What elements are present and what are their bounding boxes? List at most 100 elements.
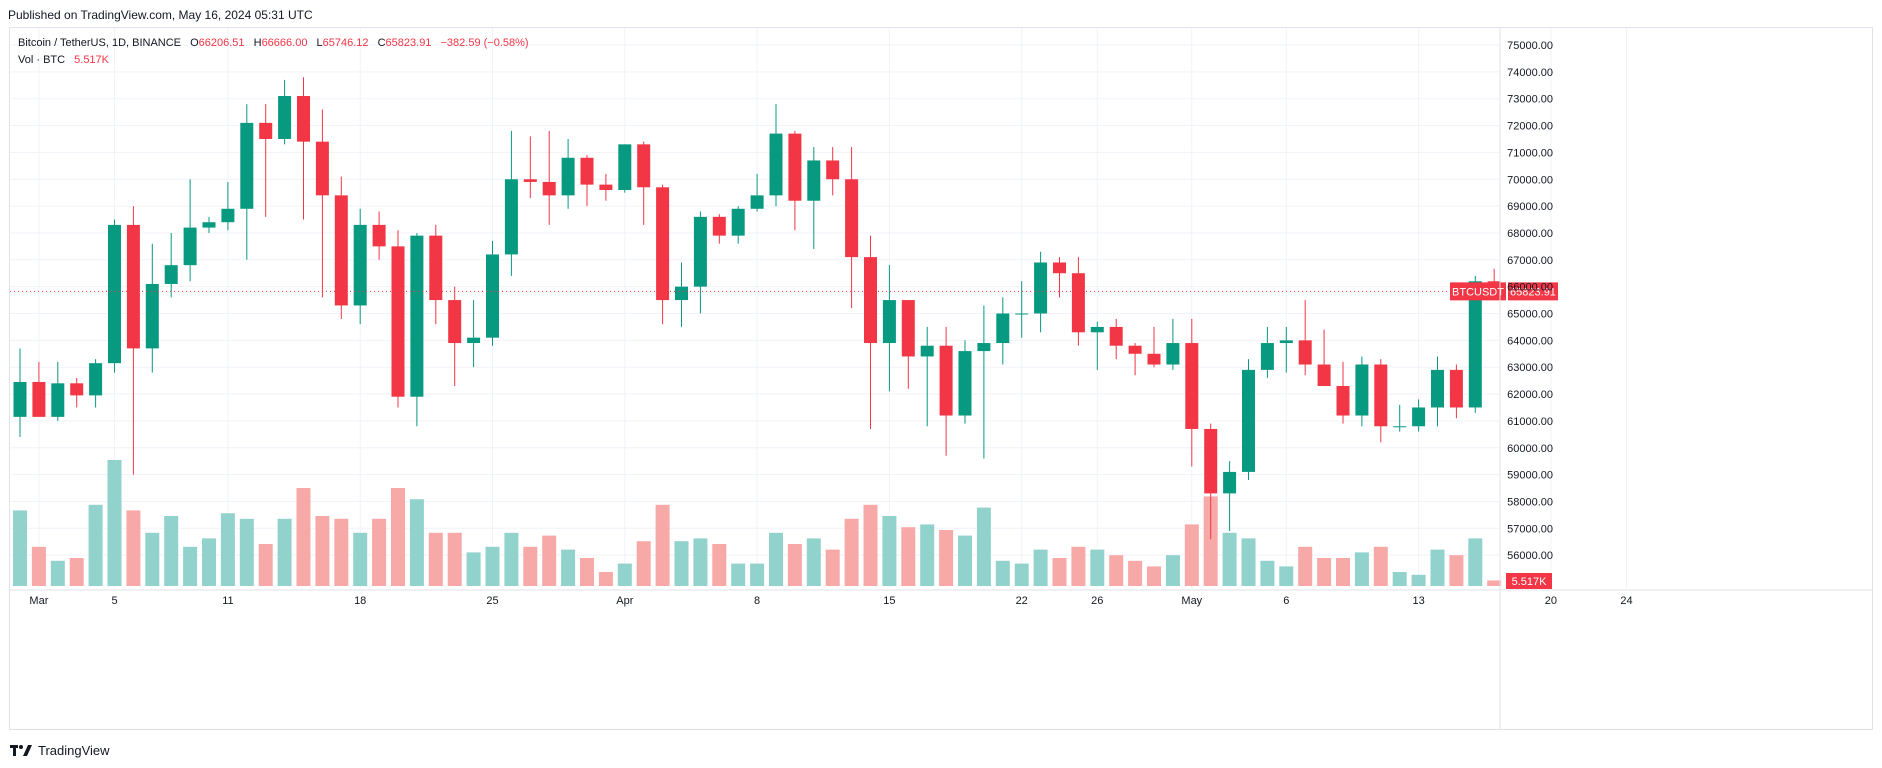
- candle-body: [1090, 326, 1104, 333]
- volume-bar: [1184, 524, 1199, 586]
- candle-body: [315, 141, 329, 196]
- volume-bar: [693, 538, 708, 586]
- candle-body: [1336, 385, 1350, 416]
- volume-bar: [1373, 546, 1388, 586]
- published-note: Published on TradingView.com, May 16, 20…: [8, 8, 313, 22]
- price-tick-label: 73000.00: [1507, 94, 1553, 106]
- volume-bar: [995, 560, 1010, 586]
- candle-body: [1468, 281, 1482, 408]
- candle-body: [32, 381, 46, 417]
- volume-bar: [1411, 574, 1426, 586]
- candle-body: [599, 184, 613, 190]
- volume-bar: [1298, 546, 1313, 586]
- volume-bar: [1128, 560, 1143, 586]
- candle-body: [637, 144, 651, 188]
- time-tick-label: 15: [883, 595, 895, 607]
- volume-bar: [1468, 538, 1483, 586]
- time-tick-label: 13: [1412, 595, 1424, 607]
- volume-bar: [806, 538, 821, 586]
- volume-bar: [1336, 558, 1350, 586]
- volume-bar: [466, 552, 481, 586]
- chart-frame[interactable]: [9, 27, 1873, 730]
- candle-body: [1355, 364, 1369, 416]
- volume-bar: [107, 460, 122, 586]
- candle-body: [1147, 353, 1161, 365]
- volume-bar: [1109, 555, 1124, 586]
- candle-body: [996, 313, 1010, 344]
- candle-body: [769, 133, 783, 196]
- candle-body: [1128, 345, 1142, 354]
- volume-bar: [1260, 560, 1275, 586]
- tradingview-brand[interactable]: TradingView: [38, 743, 110, 758]
- candle-body: [391, 246, 405, 397]
- candle-body: [882, 300, 896, 344]
- candle-body: [278, 96, 292, 139]
- candle-body: [807, 160, 821, 201]
- legend-volume-row: Vol · BTC 5.517K: [18, 52, 529, 69]
- candle-body: [675, 286, 688, 301]
- volume-bar: [485, 546, 500, 586]
- candle-body: [13, 381, 27, 417]
- candle-body: [1166, 343, 1180, 365]
- volume-tag: [1506, 573, 1552, 589]
- last-price-tag: [1508, 282, 1558, 301]
- candle-body: [297, 96, 310, 142]
- high-value: 66666.00: [261, 37, 308, 49]
- price-tick-label: 67000.00: [1507, 255, 1553, 267]
- candle-body: [977, 343, 991, 352]
- price-axis: 75000.00 74000.00 73000.00 72000.00 71000.00…: [1499, 28, 1553, 729]
- price-tick-label: 72000.00: [1507, 121, 1553, 133]
- volume-bar: [920, 524, 935, 586]
- low-value: 65746.12: [322, 37, 369, 49]
- candle-body: [1015, 313, 1029, 315]
- candle-body: [126, 224, 140, 349]
- candle-body: [901, 300, 915, 357]
- open-value: 66206.51: [198, 37, 245, 49]
- candle-body: [1279, 340, 1293, 344]
- volume-bar: [296, 488, 311, 586]
- volume-bar: [939, 530, 954, 586]
- price-candles: [13, 77, 1501, 540]
- price-tick-label: 69000.00: [1507, 201, 1553, 213]
- candle-body: [1317, 364, 1331, 386]
- candle-body: [561, 157, 575, 196]
- symbol-tag-label: BTCUSDT: [1452, 286, 1504, 298]
- volume-bar: [183, 546, 198, 586]
- candle-body: [1204, 428, 1218, 494]
- candle-body: [467, 337, 481, 344]
- volume-bar: [353, 532, 368, 586]
- candle-body: [618, 144, 632, 190]
- volume-bar: [50, 560, 65, 586]
- time-tick-label: 11: [222, 595, 233, 607]
- time-axis: Mar 5 11 18 25 Apr 8 15 22 26 May 6 13 20 24: [10, 589, 1872, 607]
- volume-bar: [731, 563, 746, 586]
- volume-bar: [31, 546, 46, 586]
- symbol-tag: [1450, 282, 1506, 301]
- time-tick-label: 6: [1283, 595, 1289, 607]
- low-label: L: [316, 37, 323, 49]
- candle-body: [826, 160, 840, 180]
- volume-bar: [882, 516, 897, 586]
- volume-bar: [901, 527, 916, 586]
- candle-body: [750, 195, 764, 209]
- volume-bar: [1090, 549, 1105, 586]
- tradingview-logo-icon[interactable]: [10, 744, 32, 757]
- price-tick-label: 75000.00: [1507, 40, 1553, 52]
- volume-bar: [1147, 566, 1161, 586]
- price-tick-label: 62000.00: [1507, 389, 1553, 401]
- volume-bar: [69, 558, 84, 586]
- volume-bar: [561, 549, 576, 586]
- price-tick-label: 65000.00: [1507, 309, 1553, 321]
- volume-bar: [258, 544, 273, 586]
- volume-bar: [334, 518, 349, 586]
- volume-bar: [1241, 538, 1256, 586]
- time-tick-label: 5: [111, 595, 117, 607]
- symbol-title: Bitcoin / TetherUS, 1D, BINANCE: [18, 37, 182, 49]
- open-label: O: [190, 37, 199, 49]
- volume-bar: [391, 488, 405, 586]
- candle-body: [958, 351, 972, 416]
- price-tick-label: 57000.00: [1507, 523, 1553, 535]
- candle-body: [523, 179, 537, 182]
- candle-body: [353, 224, 367, 306]
